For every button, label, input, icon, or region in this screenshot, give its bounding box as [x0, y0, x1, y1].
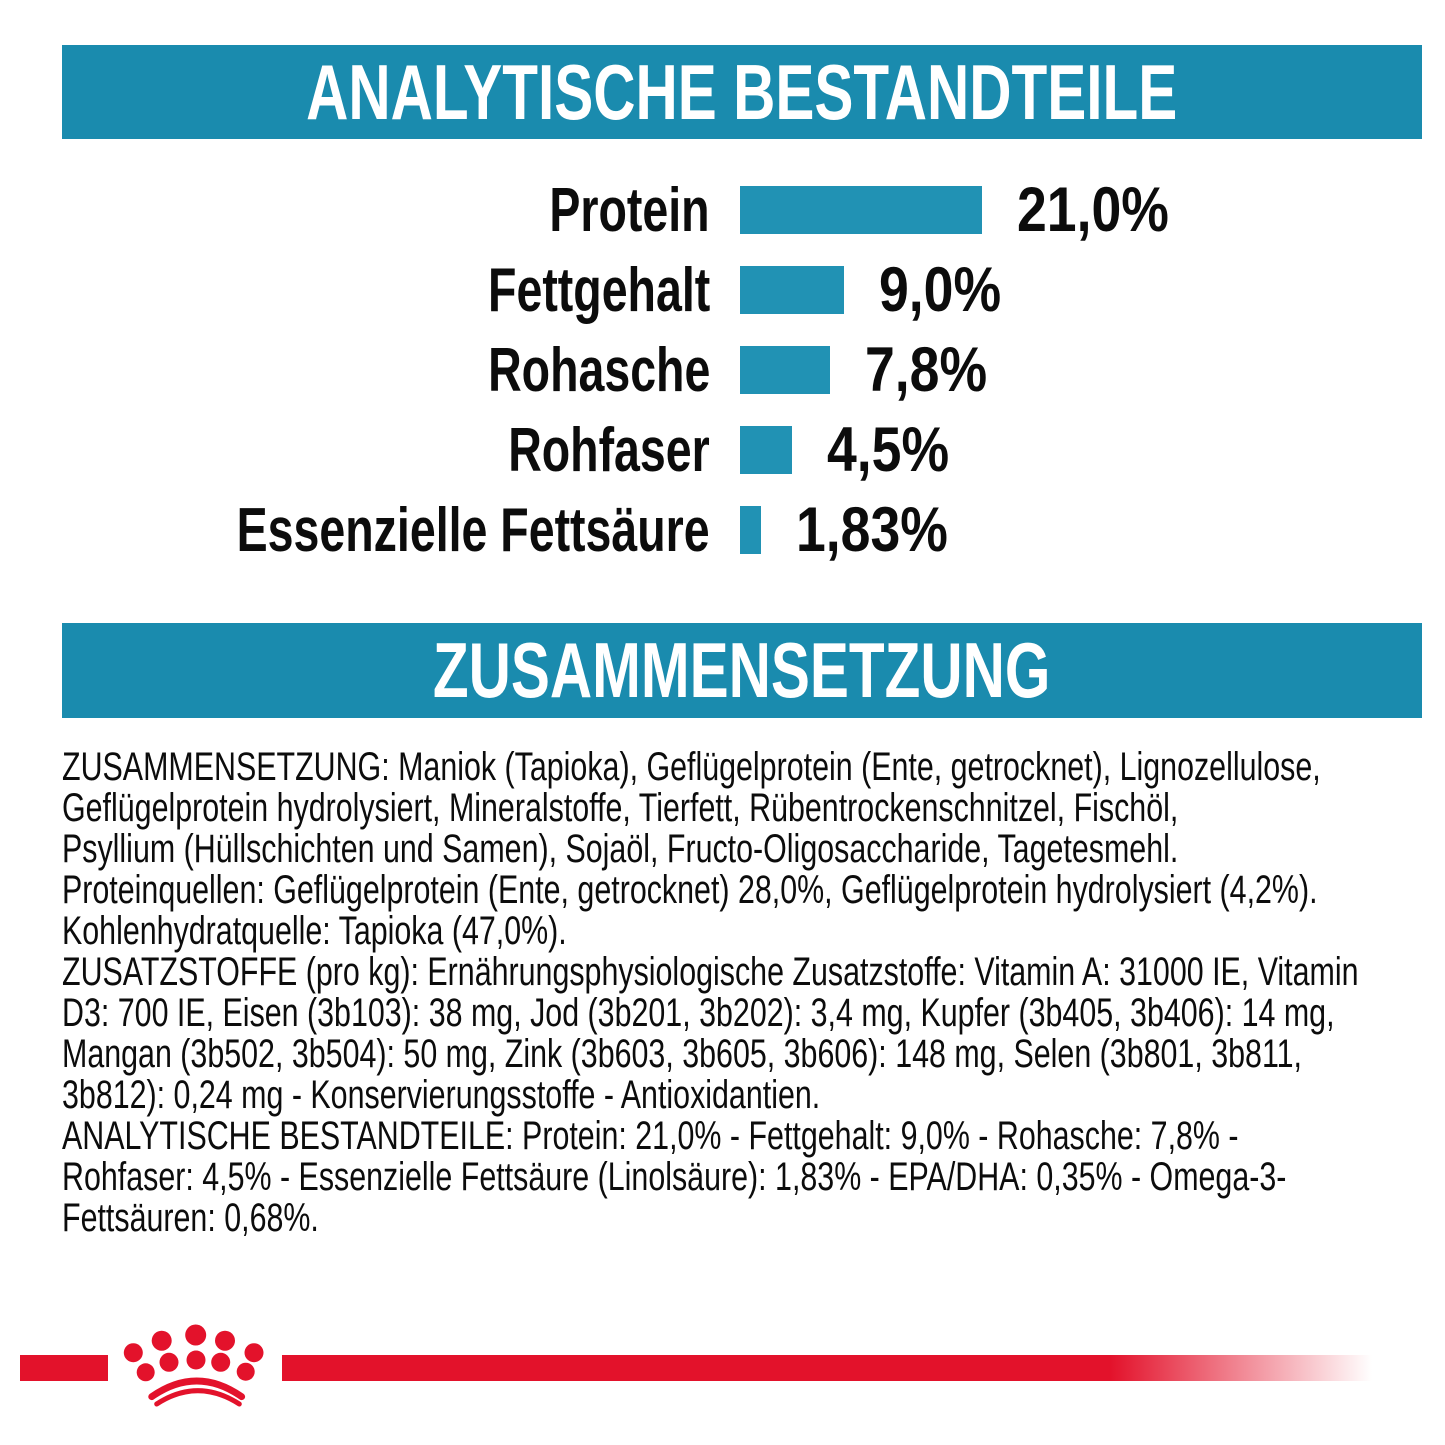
composition-line-8: Mangan (3b502, 3b504): 50 mg, Zink (3b60… — [62, 1032, 1302, 1076]
chart-row-5: Essenzielle Fettsäure 1,83% — [0, 490, 1445, 570]
chart-category-label: Rohfaser — [508, 415, 710, 485]
analytical-components-banner: ANALYTISCHE BESTANDTEILE — [62, 45, 1422, 139]
composition-line-11: Rohfaser: 4,5% - Essenzielle Fettsäure (… — [62, 1155, 1287, 1199]
analytical-components-title: ANALYTISCHE BESTANDTEILE — [306, 47, 1178, 136]
chart-row-2: Fettgehalt 9,0% — [0, 250, 1445, 330]
composition-title: ZUSAMMENSETZUNG — [433, 626, 1051, 714]
chart-row-4: Rohfaser 4,5% — [0, 410, 1445, 490]
composition-line-3: Psyllium (Hüllschichten und Samen), Soja… — [62, 827, 1179, 871]
chart-category-label: Fettgehalt — [487, 255, 710, 325]
composition-line-12: Fettsäuren: 0,68%. — [62, 1196, 319, 1240]
chart-bar — [740, 266, 844, 314]
chart-value-label: 9,0% — [878, 255, 1001, 325]
chart-category-label: Rohasche — [487, 335, 710, 405]
composition-line-5: Kohlenhydratquelle: Tapioka (47,0%). — [62, 909, 567, 953]
royal-canin-crown-icon — [123, 1324, 264, 1407]
composition-line-6: ZUSATZSTOFFE (pro kg): Ernährungsphysiol… — [62, 950, 1359, 994]
composition-line-2: Geflügelprotein hydrolysiert, Mineralsto… — [62, 786, 1179, 830]
composition-line-7: D3: 700 IE, Eisen (3b103): 38 mg, Jod (3… — [62, 991, 1335, 1035]
chart-category-label: Essenzielle Fettsäure — [237, 495, 710, 565]
chart-value-label: 4,5% — [826, 415, 949, 485]
chart-category-label: Protein — [549, 175, 710, 245]
chart-bar — [740, 186, 982, 234]
chart-row-3: Rohasche 7,8% — [0, 330, 1445, 410]
chart-value-label: 7,8% — [864, 335, 987, 405]
chart-bar — [740, 426, 792, 474]
red-divider-bar-right — [282, 1355, 1372, 1381]
composition-line-4: Proteinquellen: Geflügelprotein (Ente, g… — [62, 868, 1318, 912]
chart-bar — [740, 506, 762, 554]
chart-value-label: 1,83% — [796, 495, 948, 565]
chart-row-1: Protein 21,0% — [0, 170, 1445, 250]
composition-line-1: ZUSAMMENSETZUNG: Maniok (Tapioka), Geflü… — [62, 745, 1321, 789]
composition-line-9: 3b812): 0,24 mg - Konservierungsstoffe -… — [62, 1073, 821, 1117]
chart-bar — [740, 346, 830, 394]
composition-line-10: ANALYTISCHE BESTANDTEILE: Protein: 21,0%… — [62, 1114, 1239, 1158]
analytical-components-chart: Protein 21,0% Fettgehalt 9,0% Rohasche 7,8% Ro… — [0, 170, 1445, 570]
composition-banner: ZUSAMMENSETZUNG — [62, 623, 1422, 718]
red-divider-bar-left — [20, 1355, 108, 1381]
chart-value-label: 21,0% — [1016, 175, 1169, 245]
composition-text-block: ZUSAMMENSETZUNG: Maniok (Tapioka), Geflü… — [62, 747, 1422, 1239]
